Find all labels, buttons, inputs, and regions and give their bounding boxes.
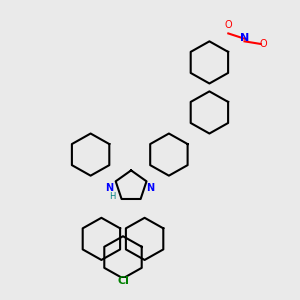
Text: N: N	[146, 184, 154, 194]
Text: N: N	[105, 184, 114, 194]
Text: O: O	[224, 20, 232, 30]
Text: N: N	[240, 33, 249, 43]
Text: Cl: Cl	[117, 276, 129, 286]
Text: O: O	[260, 39, 267, 49]
Text: H: H	[109, 192, 116, 201]
